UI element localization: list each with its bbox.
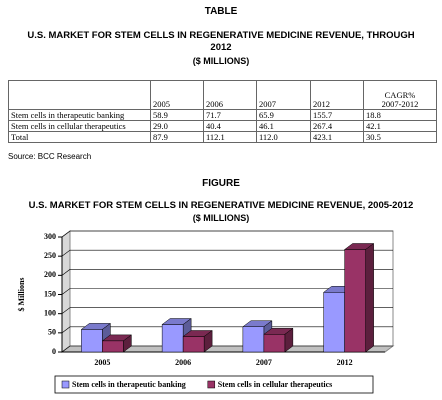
- source: Source: BCC Research: [8, 152, 92, 161]
- legend-label: Stem cells in cellular therapeutics: [218, 380, 333, 389]
- figure-label: FIGURE: [202, 178, 240, 189]
- x-tick-label: 2006: [175, 358, 191, 367]
- bar-front: [102, 340, 124, 353]
- y-tick-label: 50: [48, 328, 56, 337]
- bar-front: [161, 324, 184, 353]
- bar: [182, 330, 213, 353]
- y-tick-label: 150: [44, 289, 56, 298]
- chart-subtitle: ($ MILLIONS): [192, 213, 250, 223]
- grid-line: [61, 307, 393, 314]
- bar: [263, 327, 294, 353]
- y-tick-label: 250: [44, 251, 56, 260]
- bar-front: [263, 334, 286, 353]
- header-cell: 2007: [256, 80, 311, 110]
- grid-line: [61, 326, 393, 334]
- grid-line: [61, 230, 393, 238]
- y-tick-label: 0: [52, 347, 56, 356]
- bar-side: [365, 242, 374, 353]
- y-tick-label: 200: [44, 270, 56, 279]
- y-tick-label: 100: [44, 308, 56, 317]
- header-cell: CAGR% 2007-2012: [363, 80, 437, 110]
- bar: [101, 334, 133, 353]
- grid-line: [61, 288, 393, 295]
- table-subtitle: ($ MILLIONS): [192, 56, 250, 66]
- chart-title: U.S. MARKET FOR STEM CELLS IN REGENERATI…: [28, 200, 414, 211]
- table-label: TABLE: [204, 6, 238, 17]
- bar-front: [323, 292, 345, 353]
- table-cell: 112.1: [203, 131, 257, 143]
- data-table: 2005 2006 2007 2012 CAGR% 2007-2012 Stem cell…: [8, 80, 437, 143]
- x-tick-label: 2012: [337, 358, 353, 367]
- table-title: U.S. MARKET FOR STEM CELLS IN REGENERATI…: [27, 30, 415, 53]
- legend-swatch: [207, 380, 216, 389]
- bar-front: [242, 326, 265, 353]
- y-axis-label: $ Millions: [17, 277, 26, 311]
- grid-line: [61, 249, 393, 257]
- legend-swatch: [61, 380, 70, 389]
- grid-line: [61, 269, 393, 276]
- legend-label: Stem cells in therapeutic banking: [72, 380, 186, 389]
- bar-front: [81, 329, 103, 353]
- bar-front: [344, 249, 366, 353]
- y-tick-label: 300: [44, 232, 56, 241]
- table-cell: 30.5: [363, 131, 437, 143]
- table-cell: 423.1: [310, 131, 364, 143]
- bar-front: [182, 336, 205, 353]
- x-tick-label: 2005: [94, 358, 110, 367]
- bar: [343, 242, 375, 353]
- x-tick-label: 2007: [256, 358, 272, 367]
